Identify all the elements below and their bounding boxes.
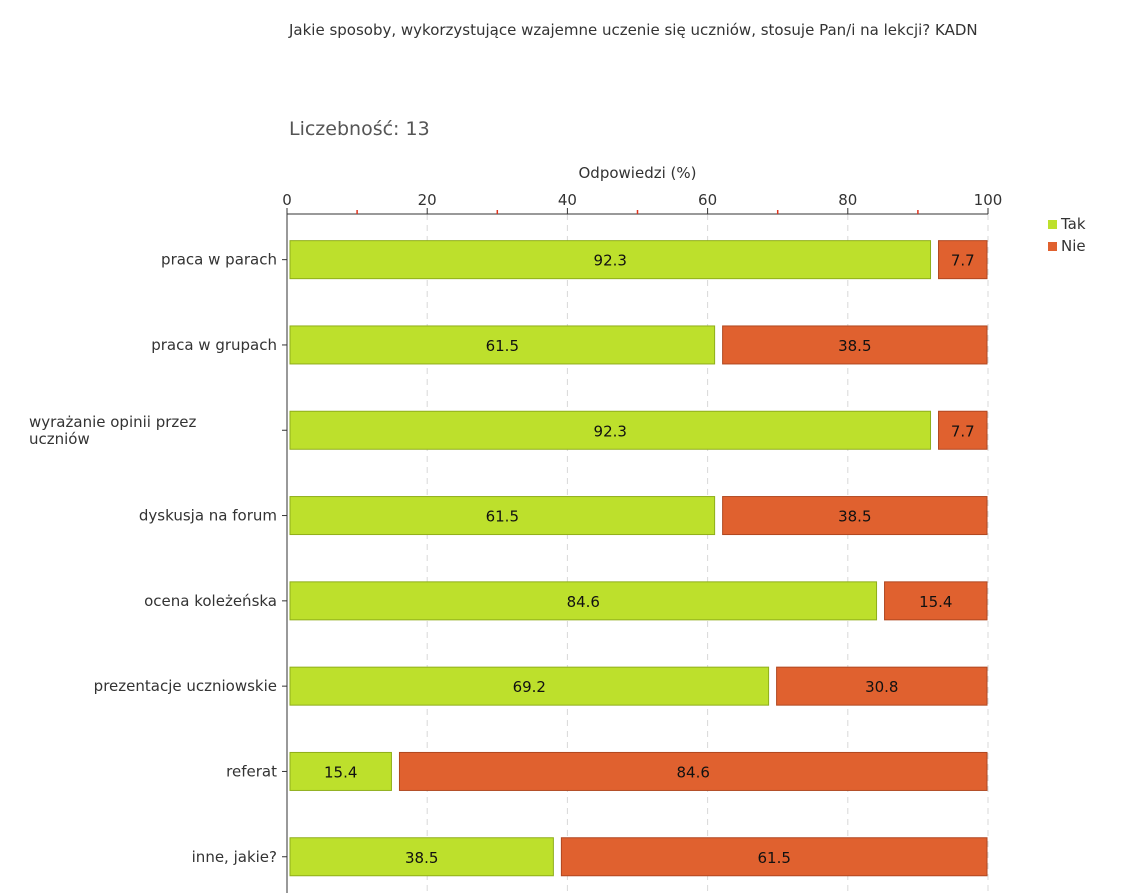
data-label: 7.7 xyxy=(951,252,975,270)
category-label: referat xyxy=(226,762,277,780)
chart-title: Jakie sposoby, wykorzystujące wzajemne u… xyxy=(289,21,978,39)
bar-tak xyxy=(289,581,878,621)
legend-swatch-nie xyxy=(1048,242,1057,251)
data-label: 61.5 xyxy=(757,849,790,867)
data-label: 84.6 xyxy=(567,593,600,611)
bar-nie xyxy=(884,581,988,621)
data-label: 92.3 xyxy=(594,422,627,440)
bar-tak xyxy=(289,751,392,791)
category-label: praca w grupach xyxy=(151,336,277,354)
data-label: 61.5 xyxy=(486,508,519,526)
bar-nie xyxy=(722,496,988,536)
x-tick-label: 60 xyxy=(698,191,717,209)
legend: Tak Nie xyxy=(1048,215,1086,255)
category-label-line: uczniów xyxy=(29,430,90,448)
data-label: 38.5 xyxy=(405,849,438,867)
category-label: dyskusja na forum xyxy=(139,507,277,525)
legend-label: Nie xyxy=(1061,237,1086,255)
bar-tak xyxy=(289,325,716,365)
bar-tak xyxy=(289,496,716,536)
category-label-line: praca w grupach xyxy=(151,336,277,354)
bars: 92.3 7.7 61.5 38.5 92.3 7.7 61.5 38.5 84.6 15.4 69… xyxy=(289,240,988,877)
category-label-line: wyrażanie opinii przez xyxy=(29,413,197,431)
x-tick-label: 0 xyxy=(282,191,292,209)
data-label: 38.5 xyxy=(838,508,871,526)
axes: 0 20 40 60 80 100 Odpowiedzi (%) praca w parach… xyxy=(29,164,1002,893)
bar-nie xyxy=(398,751,988,791)
bar-nie xyxy=(722,325,988,365)
grid-lines xyxy=(426,214,989,893)
data-label: 69.2 xyxy=(513,678,546,696)
legend-swatch-tak xyxy=(1048,220,1057,229)
category-label-line: praca w parach xyxy=(161,251,277,269)
bar-tak xyxy=(289,410,932,450)
data-label: 15.4 xyxy=(919,593,952,611)
category-label-line: prezentacje uczniowskie xyxy=(94,677,277,695)
category-label: prezentacje uczniowskie xyxy=(94,677,277,695)
bar-nie xyxy=(776,666,988,706)
bar-tak xyxy=(289,666,770,706)
bar-tak xyxy=(289,837,554,877)
bar-nie xyxy=(938,240,988,280)
data-label: 15.4 xyxy=(324,763,357,781)
bar-nie xyxy=(560,837,988,877)
data-label: 7.7 xyxy=(951,422,975,440)
category-label: ocena koleżeńska xyxy=(144,592,277,610)
data-label: 84.6 xyxy=(677,763,710,781)
data-label: 38.5 xyxy=(838,337,871,355)
category-label: praca w parach xyxy=(161,251,277,269)
bar-nie xyxy=(938,410,988,450)
legend-label: Tak xyxy=(1060,215,1086,233)
category-label-line: referat xyxy=(226,762,277,780)
data-label: 30.8 xyxy=(865,678,898,696)
sample-count-label: Liczebność: 13 xyxy=(289,118,430,140)
category-label-line: inne, jakie? xyxy=(192,848,277,866)
x-tick-label: 100 xyxy=(974,191,1003,209)
x-axis-title: Odpowiedzi (%) xyxy=(579,164,697,182)
data-label: 92.3 xyxy=(594,252,627,270)
category-label: inne, jakie? xyxy=(192,848,277,866)
data-label: 61.5 xyxy=(486,337,519,355)
bar-tak xyxy=(289,240,932,280)
category-label-line: dyskusja na forum xyxy=(139,507,277,525)
x-tick-label: 40 xyxy=(558,191,577,209)
x-tick-label: 80 xyxy=(838,191,857,209)
category-label: wyrażanie opinii przez uczniów xyxy=(29,413,197,448)
category-label-line: ocena koleżeńska xyxy=(144,592,277,610)
x-tick-label: 20 xyxy=(418,191,437,209)
